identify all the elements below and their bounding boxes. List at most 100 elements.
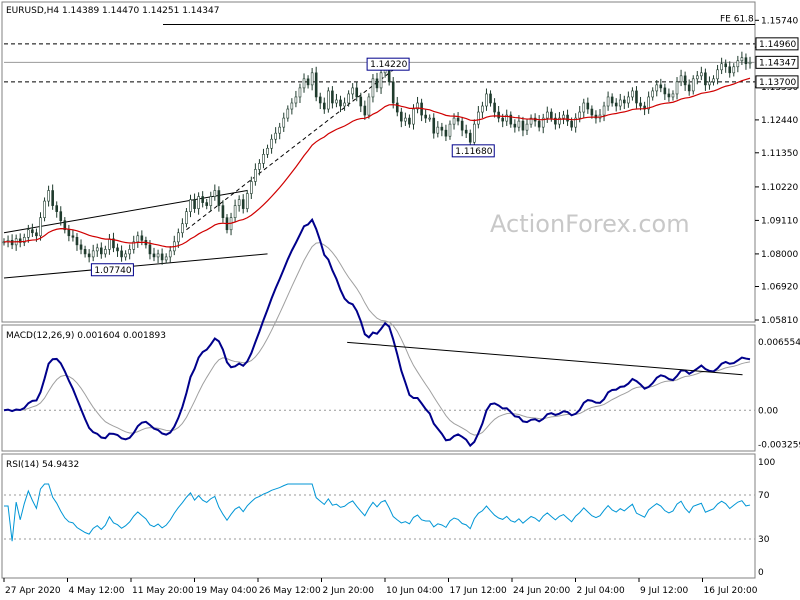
trend-line [186,66,398,231]
candle-body [416,102,419,110]
candle-body [590,108,594,116]
candle-body [720,63,723,71]
candle-body [116,247,119,252]
candle-body [31,229,34,234]
candle-body [367,96,371,116]
candle-body [460,120,464,131]
candle-body [408,117,411,125]
candle-body [379,72,383,89]
candle-body [473,123,476,143]
x-tick-label: 2 Jul 04:00 [577,586,626,596]
annotation-box [366,57,410,71]
macd-panel-title: MACD(12,26,9) 0.001604 0.001893 [6,331,166,341]
rsi-panel-title: RSI(14) 54.9432 [6,460,79,470]
annotation-box [90,263,134,277]
annotation-label: 1.11680 [455,147,492,157]
candle-body [655,84,659,92]
candle-body [732,66,736,74]
candle-body [513,123,517,128]
candle-body [428,117,432,120]
candle-body [525,123,529,131]
candle-body [566,114,569,122]
candle-body [635,90,638,104]
candle-body [574,117,577,128]
price-annotations: 1.14220 1.11680 1.07740 [90,57,495,277]
candle-body [262,154,265,164]
candle-body [51,190,54,206]
candle-body [554,117,557,125]
candle-body [67,229,71,237]
candle-body [712,78,715,83]
candle-body [391,81,395,104]
candle-body [432,117,436,134]
candle-body [497,111,500,119]
candle-body [245,193,249,209]
trend-line [3,253,268,279]
candle-body [63,220,67,231]
rsi-lines [4,483,751,542]
x-tick-label: 26 May 12:00 [259,586,321,596]
price-tick-label: 1.09110 [761,216,798,226]
candle-body [355,87,359,98]
watermark: ActionForex.com [490,210,690,238]
candle-body [140,235,144,241]
candle-body [647,96,650,110]
candle-body [485,93,488,107]
candle-body [39,217,42,237]
macd-tick-label: 0.00 [758,406,778,416]
candle-body [156,253,160,258]
candle-body [233,205,237,218]
price-tick-label: 1.15740 [761,16,798,26]
candle-body [254,169,257,182]
candle-body [189,199,192,212]
candle-body [91,250,95,258]
candle-body [493,102,496,113]
candle-body [318,96,322,104]
candle-body [424,114,427,119]
candle-body [55,205,59,212]
candle-body [436,126,440,134]
candle-body [250,181,253,194]
candle-body [400,111,403,122]
rsi-tick-label: 30 [758,535,770,545]
trend-line [3,190,248,234]
candle-body [675,81,679,95]
candle-body [623,99,626,104]
candle-body [343,102,346,107]
candle-body [610,96,614,104]
candle-body [347,93,350,104]
candle-body [221,205,225,218]
candle-body [132,241,136,250]
candle-body [87,253,91,258]
candle-body [302,78,306,89]
candle-body [306,78,310,86]
candle-body [298,87,302,98]
candle-body [550,111,553,119]
candle-body [71,235,75,238]
candle-body [517,120,521,128]
annotation-box [451,144,495,158]
candle-body [614,102,618,107]
candle-body [521,120,525,131]
candle-body [659,84,663,89]
price-levels: FE 61.8 1.14960 1.14347 1.13700 [4,15,799,89]
price-tick-label: 1.06920 [761,282,798,292]
candle-body [505,114,509,122]
candle-body [152,253,156,258]
candle-body [456,117,460,122]
level-box [755,37,799,51]
macd-tick-label: 0.006554 [758,338,800,348]
macd-tick-label: -0.003259 [758,440,800,450]
candle-body [120,250,123,258]
candle-body [671,93,675,98]
candle-body [501,117,504,122]
candle-body [529,117,533,125]
candle-body [704,72,707,86]
ma-line [3,77,751,248]
x-axis: 27 Apr 2020 4 May 12:00 11 May 20:00 19 May… [3,578,758,596]
x-tick-label: 19 May 04:00 [196,586,258,596]
candle-body [545,111,549,119]
candle-body [639,102,642,107]
rsi-line [4,483,751,542]
candle-body [327,90,330,110]
